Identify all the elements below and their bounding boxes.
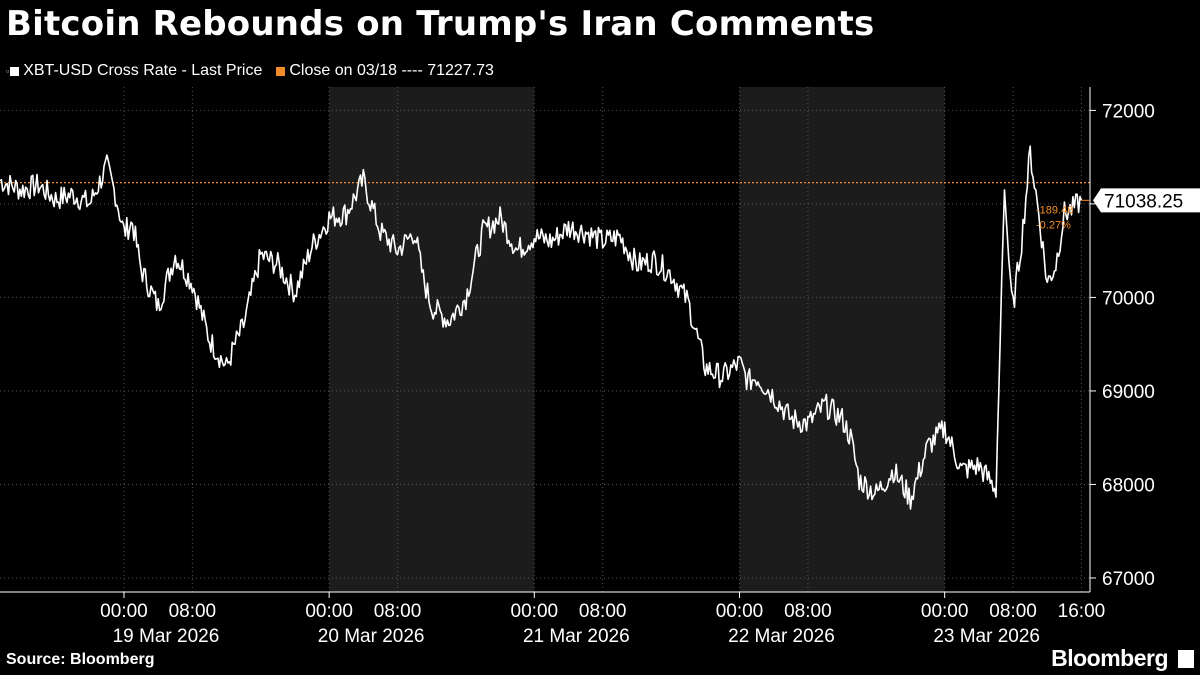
- y-tick-label: 72000: [1102, 101, 1155, 122]
- price-series-line: [0, 145, 1083, 510]
- y-tick-label: 67000: [1102, 569, 1155, 590]
- legend: ▫ XBT-USD Cross Rate - Last Price Close …: [6, 60, 508, 82]
- x-tick-label-date: 20 Mar 2026: [318, 626, 425, 647]
- change-value-label: -189.48: [1036, 204, 1073, 216]
- legend-marker-icon: ▫: [6, 66, 10, 76]
- y-tick-label: 68000: [1102, 475, 1155, 496]
- x-tick-label-time: 16:00: [1058, 601, 1106, 622]
- source-note: Source: Bloomberg: [6, 651, 155, 668]
- x-tick-label-time: 00:00: [100, 601, 148, 622]
- legend-item-series: ▫ XBT-USD Cross Rate - Last Price: [6, 62, 262, 80]
- legend-swatch-close: [276, 66, 286, 76]
- change-percent-label: -0.27%: [1036, 219, 1071, 231]
- chart-title: Bitcoin Rebounds on Trump's Iran Comment…: [6, 4, 875, 44]
- x-tick-label-date: 21 Mar 2026: [523, 626, 630, 647]
- legend-label-series: XBT-USD Cross Rate - Last Price: [23, 62, 263, 79]
- y-tick-label: 70000: [1102, 288, 1155, 309]
- x-tick-label-time: 00:00: [921, 601, 969, 622]
- shaded-day-band: [329, 87, 535, 592]
- y-tick-label: 69000: [1102, 382, 1155, 403]
- bloomberg-logo: Bloomberg: [1051, 645, 1168, 671]
- x-tick-label-time: 00:00: [716, 601, 764, 622]
- x-tick-label-time: 08:00: [989, 601, 1037, 622]
- x-tick-label-time: 00:00: [511, 601, 559, 622]
- x-tick-label-time: 08:00: [169, 601, 217, 622]
- legend-label-close: Close on 03/18 ---- 71227.73: [289, 62, 494, 79]
- x-tick-label-time: 08:00: [784, 601, 832, 622]
- x-tick-label-date: 23 Mar 2026: [933, 626, 1040, 647]
- x-tick-label-date: 19 Mar 2026: [113, 626, 220, 647]
- x-tick-label-time: 08:00: [374, 601, 422, 622]
- legend-swatch-series: [10, 66, 20, 76]
- last-value-label: 71038.25: [1104, 191, 1183, 212]
- x-tick-label-time: 08:00: [579, 601, 627, 622]
- x-tick-label-date: 22 Mar 2026: [728, 626, 835, 647]
- legend-item-close: Close on 03/18 ---- 71227.73: [276, 62, 494, 80]
- shaded-day-band: [739, 87, 945, 592]
- last-value-box: [1093, 188, 1200, 213]
- x-tick-label-time: 00:00: [305, 601, 353, 622]
- bloomberg-mark-icon: [1178, 650, 1194, 668]
